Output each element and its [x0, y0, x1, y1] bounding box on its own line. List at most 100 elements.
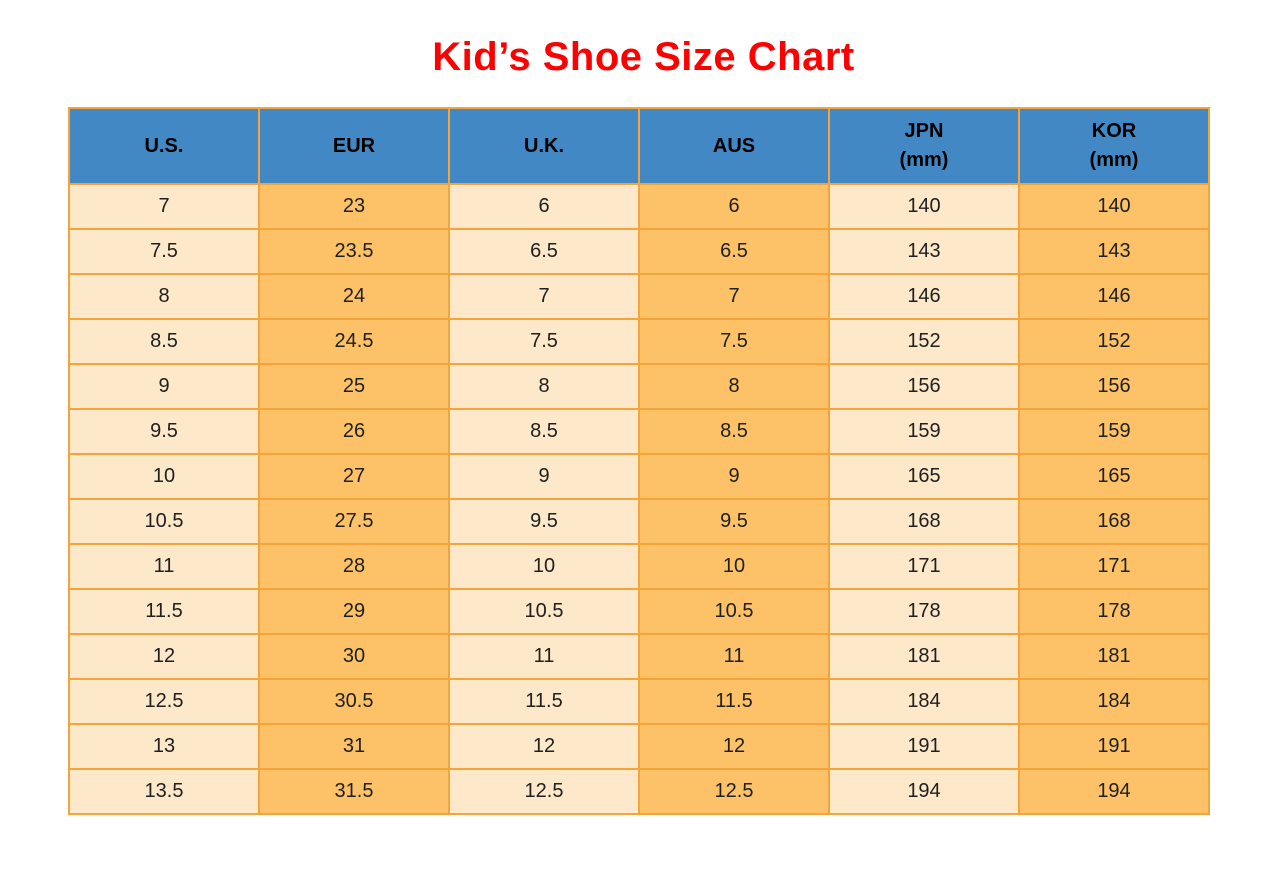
column-header: KOR (mm) — [1018, 107, 1210, 185]
column-header-label: U.S. — [144, 134, 184, 157]
table-cell: 6 — [448, 183, 640, 230]
table-cell: 9.5 — [638, 498, 830, 545]
column-header-unit: (mm) — [899, 149, 949, 171]
column-header: AUS — [638, 107, 830, 185]
column-header-unit: (mm) — [1089, 149, 1139, 171]
table-cell: 165 — [828, 453, 1020, 500]
table-cell: 159 — [1018, 408, 1210, 455]
table-cell: 11.5 — [638, 678, 830, 725]
table-cell: 10.5 — [638, 588, 830, 635]
table-cell: 11.5 — [68, 588, 260, 635]
table-cell: 10.5 — [68, 498, 260, 545]
table-row: 7.5 23.5 6.5 6.5 143 143 — [68, 228, 1210, 275]
table-cell: 168 — [1018, 498, 1210, 545]
column-header-label: EUR — [332, 134, 376, 157]
table-cell: 12.5 — [638, 768, 830, 815]
table-cell: 27.5 — [258, 498, 450, 545]
table-cell: 10 — [638, 543, 830, 590]
table-cell: 152 — [828, 318, 1020, 365]
column-header: JPN (mm) — [828, 107, 1020, 185]
table-cell: 171 — [828, 543, 1020, 590]
table-cell: 194 — [1018, 768, 1210, 815]
table-cell: 30.5 — [258, 678, 450, 725]
table-cell: 140 — [1018, 183, 1210, 230]
table-cell: 7.5 — [448, 318, 640, 365]
table-cell: 8.5 — [68, 318, 260, 365]
table-row: 13 31 12 12 191 191 — [68, 723, 1210, 770]
column-header-label: U.K. — [524, 134, 564, 157]
table-cell: 191 — [828, 723, 1020, 770]
table-cell: 31 — [258, 723, 450, 770]
table-cell: 140 — [828, 183, 1020, 230]
table-cell: 13 — [68, 723, 260, 770]
table-cell: 184 — [1018, 678, 1210, 725]
table-cell: 10 — [448, 543, 640, 590]
table-cell: 11 — [68, 543, 260, 590]
table-cell: 30 — [258, 633, 450, 680]
column-header-label: KOR — [1091, 120, 1137, 142]
table-cell: 7 — [68, 183, 260, 230]
table-cell: 23 — [258, 183, 450, 230]
table-row: 7 23 6 6 140 140 — [68, 183, 1210, 230]
table-body: 7 23 6 6 140 140 7.5 23.5 6.5 6.5 143 143 8 24 7 7 146 14… — [68, 183, 1210, 815]
table-cell: 7.5 — [638, 318, 830, 365]
table-row: 12 30 11 11 181 181 — [68, 633, 1210, 680]
column-header: U.S. — [68, 107, 260, 185]
table-cell: 8 — [638, 363, 830, 410]
table-cell: 8 — [68, 273, 260, 320]
table-cell: 24 — [258, 273, 450, 320]
table-cell: 9.5 — [68, 408, 260, 455]
table-cell: 13.5 — [68, 768, 260, 815]
table-cell: 11 — [638, 633, 830, 680]
table-cell: 7 — [448, 273, 640, 320]
table-cell: 9 — [448, 453, 640, 500]
table-cell: 8 — [448, 363, 640, 410]
table-row: 8.5 24.5 7.5 7.5 152 152 — [68, 318, 1210, 365]
table-row: 9 25 8 8 156 156 — [68, 363, 1210, 410]
table-cell: 184 — [828, 678, 1020, 725]
table-cell: 12 — [68, 633, 260, 680]
table-cell: 23.5 — [258, 228, 450, 275]
table-cell: 181 — [828, 633, 1020, 680]
shoe-size-table: U.S. EUR U.K. AUS JPN (mm) KOR (mm) 7 23 6 6 140 140… — [68, 107, 1210, 815]
page-title: Kid’s Shoe Size Chart — [432, 35, 855, 79]
table-row: 8 24 7 7 146 146 — [68, 273, 1210, 320]
table-cell: 143 — [1018, 228, 1210, 275]
table-cell: 146 — [1018, 273, 1210, 320]
table-cell: 12 — [638, 723, 830, 770]
table-cell: 194 — [828, 768, 1020, 815]
table-cell: 6.5 — [638, 228, 830, 275]
table-cell: 10.5 — [448, 588, 640, 635]
table-cell: 191 — [1018, 723, 1210, 770]
table-cell: 11.5 — [448, 678, 640, 725]
table-row: 13.5 31.5 12.5 12.5 194 194 — [68, 768, 1210, 815]
table-cell: 9 — [68, 363, 260, 410]
table-cell: 9.5 — [448, 498, 640, 545]
header-row: U.S. EUR U.K. AUS JPN (mm) KOR (mm) — [68, 107, 1210, 185]
column-header: U.K. — [448, 107, 640, 185]
table-cell: 12 — [448, 723, 640, 770]
table-cell: 25 — [258, 363, 450, 410]
table-cell: 6.5 — [448, 228, 640, 275]
table-cell: 27 — [258, 453, 450, 500]
column-header: EUR — [258, 107, 450, 185]
table-cell: 143 — [828, 228, 1020, 275]
table-cell: 159 — [828, 408, 1020, 455]
table-row: 11.5 29 10.5 10.5 178 178 — [68, 588, 1210, 635]
table-cell: 178 — [1018, 588, 1210, 635]
column-header-label: JPN — [904, 120, 944, 142]
column-header-label: AUS — [712, 134, 756, 157]
table-cell: 29 — [258, 588, 450, 635]
table-cell: 31.5 — [258, 768, 450, 815]
table-cell: 156 — [1018, 363, 1210, 410]
table-cell: 6 — [638, 183, 830, 230]
table-cell: 12.5 — [68, 678, 260, 725]
table-cell: 146 — [828, 273, 1020, 320]
table-cell: 168 — [828, 498, 1020, 545]
table-cell: 24.5 — [258, 318, 450, 365]
table-header: U.S. EUR U.K. AUS JPN (mm) KOR (mm) — [68, 107, 1210, 185]
table-cell: 9 — [638, 453, 830, 500]
table-cell: 12.5 — [448, 768, 640, 815]
table-cell: 28 — [258, 543, 450, 590]
